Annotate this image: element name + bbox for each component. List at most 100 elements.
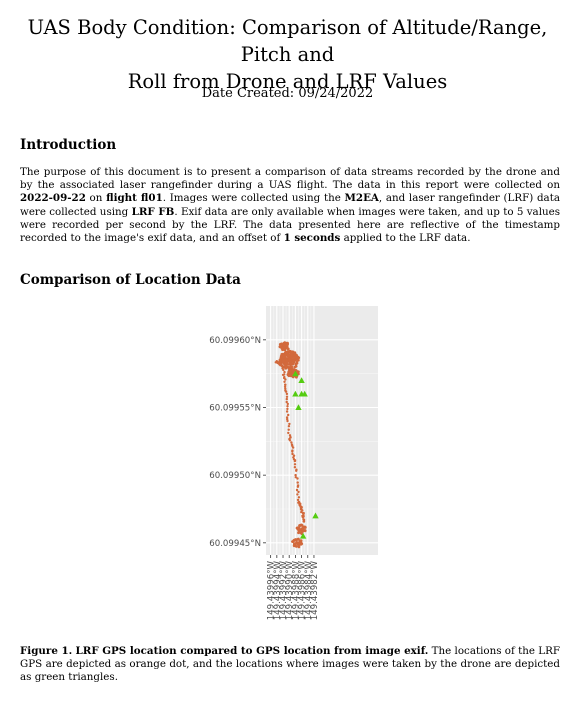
lrf-point xyxy=(291,446,295,449)
lrf-point xyxy=(297,496,301,499)
intro-text-3: . Images were collected using the xyxy=(162,192,345,205)
lrf-point xyxy=(291,452,294,456)
lrf-point xyxy=(298,539,302,542)
lrf-point xyxy=(302,518,305,521)
document-title: UAS Body Condition: Comparison of Altitu… xyxy=(0,14,575,95)
intro-text-6: applied to the LRF data. xyxy=(340,232,471,245)
lrf-point xyxy=(287,428,290,431)
lrf-point xyxy=(297,490,300,494)
drone-point xyxy=(298,390,305,397)
title-line-1: UAS Body Condition: Comparison of Altitu… xyxy=(27,16,548,66)
drone-point xyxy=(299,532,307,539)
lrf-point xyxy=(285,397,288,401)
lrf-point xyxy=(285,410,289,413)
y-tick-label: 60.09955°N xyxy=(209,403,261,413)
lrf-point xyxy=(283,370,286,374)
lrf-point xyxy=(293,542,297,546)
lrf-point xyxy=(289,369,293,373)
lrf-point xyxy=(292,456,295,459)
lrf-point xyxy=(287,413,290,417)
x-tick-label: 149.43996°W xyxy=(267,561,277,621)
lrf-point xyxy=(294,356,298,359)
lrf-point xyxy=(302,511,305,515)
lrf-point xyxy=(292,538,296,542)
lrf-point xyxy=(284,365,288,368)
lrf-point xyxy=(285,395,289,398)
drone-point xyxy=(292,370,299,377)
x-tick-label: 149.43982°W xyxy=(310,561,320,621)
x-tick-label: 149.43992°W xyxy=(279,561,289,621)
lrf-point xyxy=(286,405,289,408)
lrf-point xyxy=(284,390,288,393)
lrf-point xyxy=(286,363,290,366)
y-tick-label: 60.09945°N xyxy=(209,539,261,549)
lrf-point xyxy=(287,431,290,435)
grid-lines xyxy=(266,306,378,555)
lrf-point xyxy=(297,501,300,504)
figure-caption: Figure 1. LRF GPS location compared to G… xyxy=(20,645,560,685)
lrf-point xyxy=(290,441,293,444)
drone-model: M2EA xyxy=(344,192,379,205)
x-tick-label: 149.43990°W xyxy=(285,561,295,621)
lrf-offset: 1 seconds xyxy=(283,232,341,245)
axis-ticks: 149.43996°W149.43994°W149.43992°W149.439… xyxy=(209,336,320,620)
lrf-point xyxy=(281,373,285,377)
lrf-point xyxy=(287,425,291,428)
lrf-point xyxy=(297,543,301,547)
lrf-point xyxy=(301,530,305,533)
lrf-point xyxy=(294,539,298,542)
lrf-point xyxy=(296,528,300,531)
lrf-point xyxy=(296,477,299,480)
y-tick-label: 60.09960°N xyxy=(209,336,261,346)
lrf-point xyxy=(296,498,300,502)
lrf-point xyxy=(286,417,289,421)
x-tick-label: 149.43994°W xyxy=(273,561,283,621)
drone-point xyxy=(298,377,305,383)
lrf-point xyxy=(288,357,291,361)
lrf-point xyxy=(284,341,288,345)
lrf-point xyxy=(294,545,298,548)
figure-bold-caption: LRF GPS location compared to GPS locatio… xyxy=(75,645,429,657)
lrf-point xyxy=(278,345,282,349)
lrf-point xyxy=(288,373,292,377)
lrf-point xyxy=(301,526,305,530)
lrf-point xyxy=(283,348,287,352)
lrf-point xyxy=(285,346,289,350)
lrf-point xyxy=(288,434,292,437)
location-heading: Comparison of Location Data xyxy=(20,272,241,288)
figure-label: Figure 1. xyxy=(20,645,73,657)
lrf-point xyxy=(280,355,284,359)
lrf-point xyxy=(295,361,299,365)
lrf-point xyxy=(293,466,297,469)
lrf-point xyxy=(282,358,286,362)
lrf-point xyxy=(293,352,297,356)
drone-point xyxy=(295,404,302,411)
lrf-point xyxy=(292,359,296,363)
lrf-point xyxy=(280,363,283,367)
lrf-point xyxy=(286,353,290,357)
y-tick-label: 60.09950°N xyxy=(209,471,261,481)
lrf-point xyxy=(301,516,305,519)
lrf-point xyxy=(291,450,294,453)
lrf-point xyxy=(296,358,300,362)
lrf-point xyxy=(297,531,300,535)
intro-text-2: on xyxy=(85,192,107,205)
lrf-point xyxy=(300,524,304,527)
lrf-point xyxy=(294,473,297,477)
title-line-2: Roll from Drone and LRF Values xyxy=(127,70,448,93)
intro-text-1: The purpose of this document is to prese… xyxy=(20,166,560,192)
figure-caption-text: The locations of the LRF GPS are depicte… xyxy=(20,645,561,684)
lrf-point xyxy=(296,481,299,484)
lrf-point xyxy=(286,419,289,423)
lrf-point xyxy=(300,510,303,514)
lrf-point xyxy=(284,383,287,386)
lrf-point xyxy=(290,353,294,356)
lrf-point xyxy=(284,362,287,366)
drone-points xyxy=(292,370,319,539)
lrf-points xyxy=(274,341,307,549)
introduction-paragraph: The purpose of this document is to prese… xyxy=(20,166,560,245)
lrf-point xyxy=(294,364,298,368)
x-tick-label: 149.43984°W xyxy=(304,561,314,621)
lrf-point xyxy=(293,463,297,466)
lrf-point xyxy=(297,541,301,545)
